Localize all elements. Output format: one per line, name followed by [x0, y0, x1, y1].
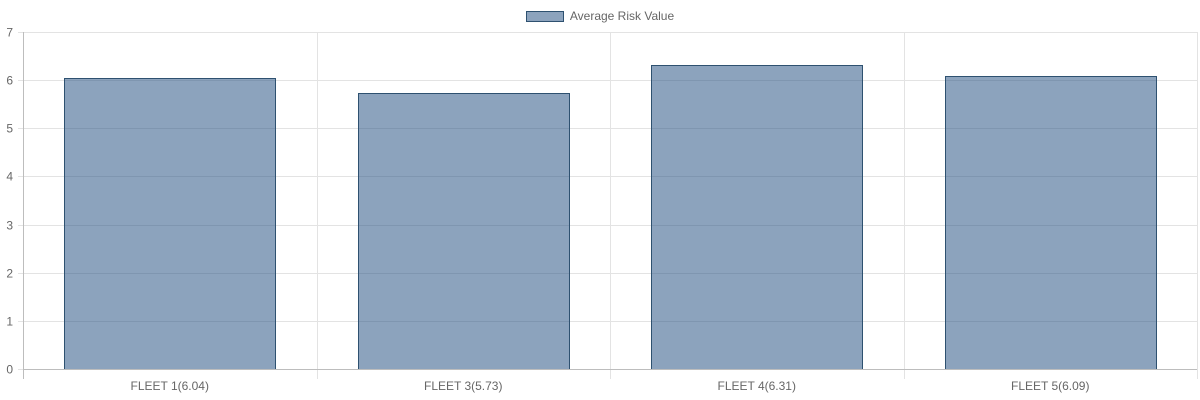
y-tick-label: 7 — [6, 26, 13, 40]
y-tick-label: 1 — [6, 315, 13, 329]
x-tick-label: FLEET 4(6.31) — [718, 379, 796, 393]
y-tick-label: 5 — [6, 122, 13, 136]
bar — [64, 78, 276, 370]
axes — [23, 32, 1197, 379]
y-tick-label: 2 — [6, 267, 13, 281]
legend-label[interactable]: Average Risk Value — [569, 9, 675, 23]
legend[interactable]: Average Risk Value — [0, 8, 1200, 24]
y-tick-label: 3 — [6, 219, 13, 233]
y-tick-label: 0 — [6, 363, 13, 377]
y-tick-labels: 0 1 2 3 4 5 6 7 — [6, 26, 13, 377]
bar — [358, 93, 570, 370]
legend-swatch[interactable] — [525, 10, 564, 22]
x-tick-label: FLEET 1(6.04) — [131, 379, 209, 393]
y-tick-label: 6 — [6, 74, 13, 88]
y-tick-label: 4 — [6, 170, 13, 184]
bars — [64, 65, 1157, 370]
x-tick-labels: FLEET 1(6.04) FLEET 3(5.73) FLEET 4(6.31) F… — [131, 379, 1090, 393]
bar — [945, 76, 1157, 370]
x-tick-label: FLEET 5(6.09) — [1011, 379, 1089, 393]
x-tick-label: FLEET 3(5.73) — [424, 379, 502, 393]
bar — [651, 65, 863, 370]
